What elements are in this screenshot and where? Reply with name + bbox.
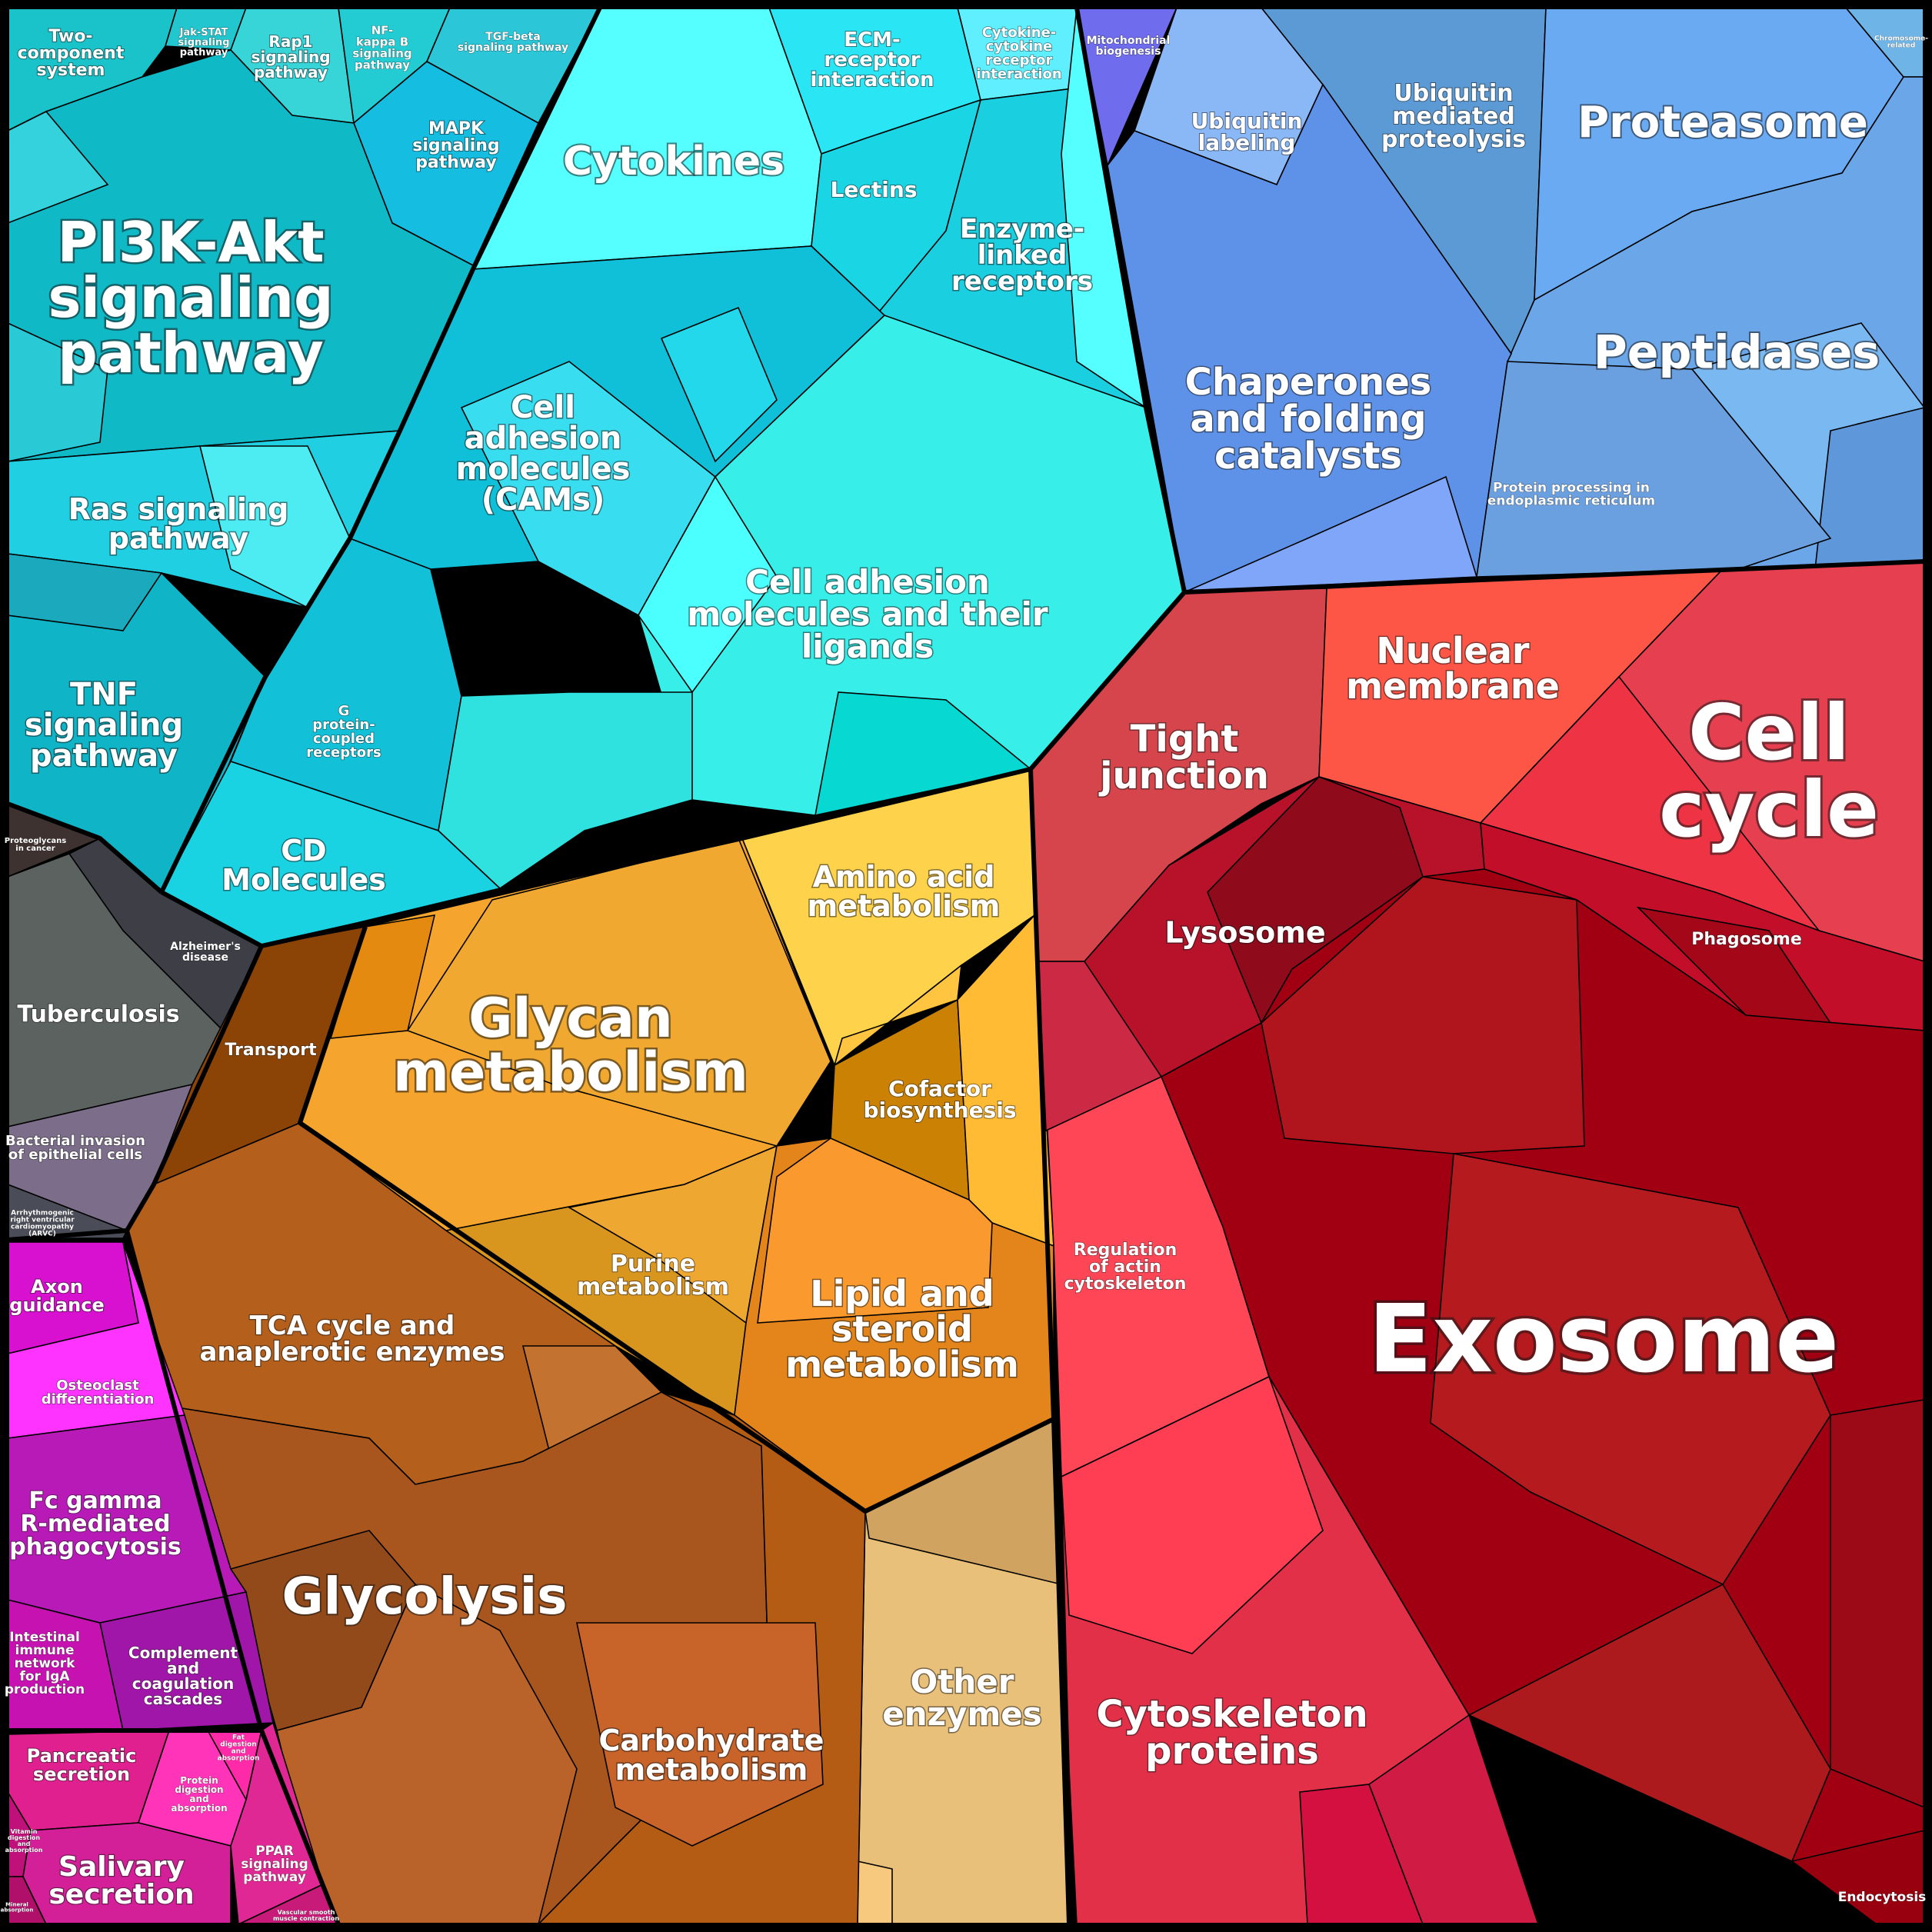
label-bacterial-invasion: Bacterial invasion of epithelial cells (5, 1133, 145, 1163)
label-cd-molecules: CD Molecules (222, 834, 386, 897)
label-alzheimers: Alzheimer's disease (170, 941, 241, 964)
group-energy (126, 1122, 866, 1925)
cell-exosome-sub1[interactable] (1261, 876, 1585, 1154)
label-chromosome: Chromosome-related (1874, 35, 1928, 49)
label-carbohydrate: Carbohydrate metabolism (599, 1724, 824, 1787)
label-rap1: Rap1 signaling pathway (251, 32, 330, 82)
cell-cams-sub2[interactable] (660, 306, 778, 463)
group-signaling (7, 7, 601, 947)
label-cytoskeleton: Cytoskeleton proteins (1096, 1693, 1367, 1773)
label-intestinal: Intestinal immune network for IgA production (5, 1630, 85, 1697)
label-peptidases: Peptidases (1594, 326, 1880, 380)
label-fc-gamma: Fc gamma R-mediated phagocytosis (9, 1487, 181, 1561)
group-cell-structure (1030, 561, 1925, 1925)
group-immune (7, 1241, 340, 1926)
label-tuberculosis: Tuberculosis (17, 1001, 179, 1028)
label-ppar: PPAR signaling pathway (241, 1844, 308, 1885)
label-endocytosis: Endocytosis (1838, 1890, 1927, 1905)
group-metabolism (152, 768, 1070, 1925)
cell-exosome-sub4[interactable] (1467, 1583, 1831, 1863)
label-axon: Axon guidance (9, 1276, 104, 1316)
label-ecm: ECM-receptor interaction (811, 28, 934, 92)
label-ras: Ras signaling pathway (68, 492, 289, 555)
cell-exosome-sub3[interactable] (1830, 1399, 1925, 1809)
label-proteoglycans: Proteoglycans in cancer (5, 837, 66, 853)
label-er-processing: Protein processing in endoplasmic reticul… (1487, 481, 1655, 509)
label-mapk: MAPK signaling pathway (412, 119, 499, 172)
cell-cam-ligands-sub1[interactable] (638, 475, 778, 694)
cell-lipid-sub[interactable] (757, 1138, 993, 1324)
cell-cam-ligands-sub2[interactable] (438, 691, 693, 890)
label-actin: Regulation of actin cytoskeleton (1064, 1241, 1187, 1294)
label-cell-cycle: Cell cycle (1659, 688, 1879, 854)
label-arvc: Arrhythmogenic right ventricular cardiomyo… (10, 1209, 75, 1237)
label-tnf: TNF signaling pathway (25, 677, 183, 774)
label-exosome: Exosome (1368, 1284, 1839, 1394)
cell-other-enzymes-sub2[interactable] (857, 1860, 893, 1925)
group-protein-fate (1076, 7, 1925, 593)
label-cam-ligands: Cell adhesion molecules and their ligands (687, 563, 1048, 665)
label-two-component: Two-component system (18, 27, 125, 80)
cell-peptidases-sub2[interactable] (1814, 406, 1925, 570)
group-cytokines (348, 7, 1185, 890)
label-cofactor: Cofactor biosynthesis (864, 1076, 1017, 1123)
cell-cytoskeleton-sub1[interactable] (1061, 1375, 1324, 1654)
labels: Two-component system Jak-STAT signaling pat… (0, 23, 1928, 1922)
label-tight-junction: Tight junction (1098, 718, 1269, 798)
label-cytokine-receptor: Cytokine-cytokine receptor interaction (976, 25, 1061, 82)
label-cytokines: Cytokines (563, 138, 784, 185)
label-cams: Cell adhesion molecules (CAMs) (456, 390, 631, 518)
label-glycolysis: Glycolysis (281, 1567, 567, 1626)
label-tca: TCA cycle and anaplerotic enzymes (199, 1311, 505, 1367)
label-enzyme-linked: Enzyme-linked receptors (951, 214, 1093, 297)
label-glycan: Glycan metabolism (393, 987, 748, 1104)
cell-carbohydrate-sub[interactable] (576, 1622, 824, 1847)
label-proteasome: Proteasome (1577, 98, 1868, 148)
label-osteoclast: Osteoclast differentiation (42, 1377, 155, 1407)
label-phagosome: Phagosome (1691, 930, 1802, 949)
label-tgfb: TGF-beta signaling pathway (458, 31, 568, 54)
label-purine: Purine metabolism (577, 1251, 729, 1301)
label-transport: Transport (225, 1041, 317, 1060)
label-chaperones: Chaperones and folding catalysts (1185, 361, 1432, 478)
label-ub-proteolysis: Ubiquitin mediated proteolysis (1381, 80, 1526, 153)
label-amino-acid: Amino acid metabolism (808, 860, 1001, 923)
label-lysosome: Lysosome (1164, 916, 1325, 950)
label-mito-biogenesis: Mitochondrial biogenesis (1087, 35, 1171, 58)
label-ub-labeling: Ubiquitin labeling (1191, 108, 1303, 155)
cell-er-processing[interactable] (1476, 361, 1832, 578)
label-protein-dig: Protein digestion and absorption (171, 1775, 227, 1814)
label-mineral: Mineral absorption (1, 1902, 34, 1914)
label-other-enzymes: Other enzymes (882, 1663, 1041, 1733)
label-lipid: Lipid and steroid metabolism (785, 1273, 1019, 1385)
cell-glycan-sub2[interactable] (406, 838, 831, 1147)
label-vascular: Vascular smooth muscle contraction (273, 1909, 339, 1922)
label-pancreatic: Pancreatic secretion (27, 1745, 137, 1785)
label-fat-dig: Fat digestion and absorption (218, 1734, 260, 1762)
label-salivary: Salivary secretion (48, 1851, 194, 1910)
label-lectins: Lectins (830, 177, 917, 202)
label-pi3k: PI3K-Akt signaling pathway (48, 210, 333, 385)
label-nuclear-membrane: Nuclear membrane (1346, 630, 1560, 707)
label-jak-stat: Jak-STAT signaling pathway (178, 27, 230, 58)
label-vitamin-dig: Vitamin digestion and absorption (5, 1828, 43, 1854)
label-complement: Complement and coagulation cascades (128, 1644, 238, 1708)
